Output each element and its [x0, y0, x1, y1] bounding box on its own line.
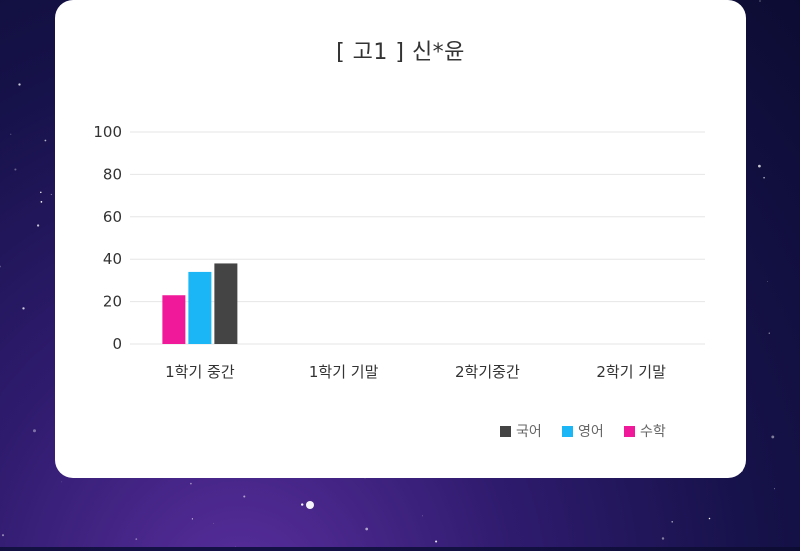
- star: [213, 522, 214, 524]
- bright-star: [306, 501, 314, 509]
- star: [661, 537, 665, 540]
- star: [759, 0, 761, 2]
- star: [10, 133, 12, 135]
- legend-label-수학: 수학: [640, 424, 666, 440]
- x-category-label: 2학기중간: [455, 363, 520, 381]
- x-category-label: 1학기 중간: [165, 363, 235, 381]
- star: [135, 538, 138, 540]
- chart-card: [ 고1 ] 신*윤: [55, 0, 746, 478]
- star: [22, 307, 25, 310]
- star: [190, 482, 192, 485]
- star: [33, 429, 36, 433]
- legend-label-국어: 국어: [516, 424, 542, 440]
- star: [235, 545, 236, 547]
- chart-title: [ 고1 ] 신*윤: [336, 40, 465, 65]
- star: [36, 224, 40, 227]
- x-category-label: 2학기 기말: [596, 363, 666, 381]
- bar-국어: [214, 263, 238, 344]
- star: [0, 265, 1, 268]
- legend-label-영어: 영어: [578, 424, 604, 440]
- star: [671, 521, 673, 523]
- star: [708, 517, 711, 520]
- x-category-label: 1학기 기말: [309, 363, 379, 381]
- star: [768, 332, 770, 334]
- legend-swatch-수학: [624, 426, 635, 437]
- star: [44, 139, 47, 142]
- star: [40, 201, 43, 203]
- star: [50, 193, 52, 196]
- star: [435, 540, 438, 543]
- y-tick-label: 60: [103, 208, 122, 226]
- y-tick-label: 80: [103, 165, 122, 183]
- star: [18, 83, 21, 86]
- legend-swatch-국어: [500, 426, 511, 437]
- star: [758, 164, 761, 168]
- star: [301, 503, 304, 506]
- star: [243, 495, 246, 498]
- star: [365, 527, 369, 531]
- y-tick-label: 40: [103, 250, 122, 268]
- y-tick-label: 100: [93, 123, 122, 141]
- y-tick-label: 0: [112, 335, 122, 353]
- bar-영어: [188, 271, 212, 344]
- star: [191, 518, 193, 520]
- star: [763, 176, 765, 179]
- legend-swatch-영어: [562, 426, 573, 437]
- star: [771, 435, 775, 439]
- star: [767, 281, 768, 282]
- star: [773, 488, 776, 490]
- star: [40, 191, 42, 194]
- star: [61, 481, 63, 483]
- y-tick-label: 20: [103, 293, 122, 311]
- bar-수학: [162, 295, 186, 344]
- star: [422, 515, 423, 517]
- star: [1, 534, 5, 537]
- star: [14, 168, 17, 171]
